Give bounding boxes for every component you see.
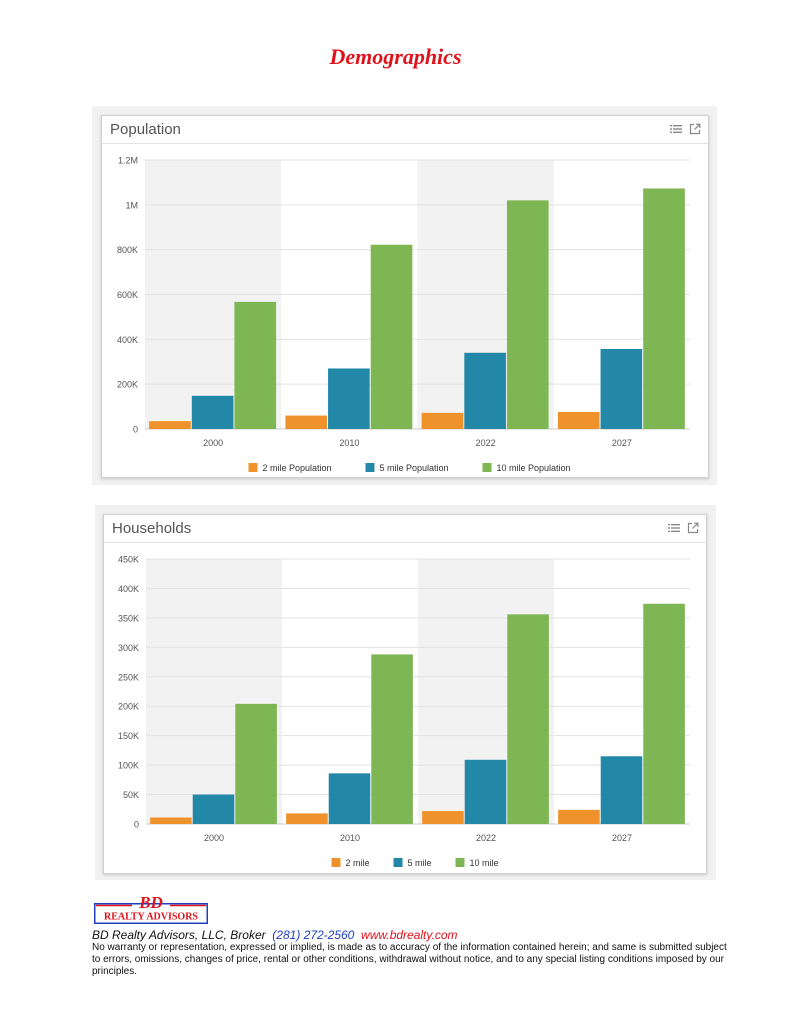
households-y-tick-label: 250K	[118, 672, 139, 682]
households-y-tick-label: 300K	[118, 643, 139, 653]
households-y-tick-label: 0	[134, 820, 139, 830]
broker-phone: (281) 272-2560	[272, 928, 355, 942]
population-bar-10-mile-2000[interactable]	[234, 301, 277, 429]
households-bar-10-mile-2027[interactable]	[643, 603, 685, 824]
households-legend-label-2-mile[interactable]: 2 mile	[346, 858, 370, 868]
population-chart-card: Population 0 200K 400K 600K 800K 1M 1.2M 2000 20…	[101, 115, 709, 478]
population-y-tick-label: 800K	[117, 245, 138, 255]
households-y-tick-label: 200K	[118, 702, 139, 712]
page-title: Demographics	[329, 44, 462, 69]
households-y-tick-label: 350K	[118, 613, 139, 623]
population-bar-10-mile-2010[interactable]	[370, 244, 413, 429]
list-icon[interactable]	[668, 522, 680, 534]
logo-bd-text: BD	[138, 896, 163, 912]
households-bar-10-mile-2000[interactable]	[235, 703, 277, 824]
households-x-tick-label: 2022	[476, 833, 496, 843]
population-y-tick-label: 1.2M	[118, 156, 138, 166]
households-bar-2-mile-2010[interactable]	[286, 813, 328, 824]
population-bar-5-mile-2010[interactable]	[328, 368, 370, 429]
population-y-tick-label: 400K	[117, 335, 138, 345]
households-x-tick-label: 2027	[612, 833, 632, 843]
population-legend-swatch-5-mile	[365, 463, 375, 472]
population-bar-5-mile-2000[interactable]	[191, 395, 234, 429]
households-legend-label-5-mile[interactable]: 5 mile	[408, 858, 432, 868]
population-y-tick-label: 0	[133, 425, 138, 435]
households-chart-card: Households 0 50K 100K 150K 200K 250K 300K 350K 4…	[103, 514, 707, 874]
population-legend-label-10-mile[interactable]: 10 mile Population	[497, 463, 571, 473]
population-chart: 0 200K 400K 600K 800K 1M 1.2M 2000 2010 2022 2027 2…	[117, 156, 690, 473]
population-x-tick-label: 2027	[612, 438, 632, 448]
households-x-tick-label: 2010	[340, 833, 360, 843]
households-y-tick-label: 400K	[118, 584, 139, 594]
households-bar-2-mile-2000[interactable]	[150, 817, 192, 824]
households-chart: 0 50K 100K 150K 200K 250K 300K 350K 400K 450K 2000…	[118, 555, 690, 868]
population-bar-2-mile-2022[interactable]	[421, 412, 464, 429]
households-bar-5-mile-2010[interactable]	[328, 773, 371, 824]
population-y-tick-label: 600K	[117, 290, 138, 300]
households-bar-5-mile-2027[interactable]	[600, 756, 643, 824]
population-legend-label-2-mile[interactable]: 2 mile Population	[263, 463, 332, 473]
population-y-tick-label: 1M	[125, 200, 138, 210]
households-y-tick-label: 50K	[123, 790, 139, 800]
population-chart-header: Population	[102, 116, 708, 144]
households-y-tick-label: 150K	[118, 731, 139, 741]
households-bar-2-mile-2022[interactable]	[422, 811, 464, 824]
population-x-tick-label: 2022	[476, 438, 496, 448]
broker-contact-line: BD Realty Advisors, LLC, Broker (281) 27…	[92, 928, 458, 942]
list-icon[interactable]	[670, 123, 682, 135]
households-legend-swatch-10-mile	[455, 858, 465, 867]
households-bar-5-mile-2022[interactable]	[464, 759, 507, 824]
population-legend-swatch-2-mile	[248, 463, 258, 472]
population-legend-swatch-10-mile	[482, 463, 492, 472]
population-chart-title: Population	[110, 121, 181, 138]
households-bar-10-mile-2010[interactable]	[371, 654, 413, 824]
population-x-tick-label: 2000	[203, 438, 223, 448]
households-y-tick-label: 450K	[118, 555, 139, 565]
households-legend-swatch-5-mile	[393, 858, 403, 867]
population-bar-5-mile-2027[interactable]	[600, 348, 643, 429]
bd-realty-logo: BD REALTY ADVISORS	[94, 896, 208, 924]
population-legend-label-5-mile[interactable]: 5 mile Population	[380, 463, 449, 473]
households-chart-header: Households	[104, 515, 706, 543]
population-bar-2-mile-2010[interactable]	[285, 415, 328, 429]
households-bar-2-mile-2027[interactable]	[558, 809, 600, 824]
households-y-tick-label: 100K	[118, 761, 139, 771]
population-bar-10-mile-2027[interactable]	[643, 188, 685, 429]
households-bar-10-mile-2022[interactable]	[507, 614, 549, 824]
logo-subtext: REALTY ADVISORS	[104, 912, 198, 923]
population-bar-5-mile-2022[interactable]	[464, 352, 506, 429]
population-y-tick-label: 200K	[117, 380, 138, 390]
population-x-tick-label: 2010	[339, 438, 359, 448]
households-legend-swatch-2-mile	[331, 858, 341, 867]
households-legend-label-10-mile[interactable]: 10 mile	[470, 858, 499, 868]
population-bar-2-mile-2000[interactable]	[149, 421, 191, 429]
households-chart-title: Households	[112, 520, 192, 537]
external-link-icon[interactable]	[687, 522, 699, 534]
broker-website-link[interactable]: www.bdrealty.com	[361, 928, 458, 942]
population-bar-2-mile-2027[interactable]	[557, 411, 600, 429]
households-bar-5-mile-2000[interactable]	[192, 794, 235, 824]
disclaimer-text: No warranty or representation, expressed…	[92, 942, 727, 977]
external-link-icon[interactable]	[689, 123, 701, 135]
broker-name: BD Realty Advisors, LLC, Broker	[92, 928, 266, 942]
population-bar-10-mile-2022[interactable]	[506, 200, 549, 429]
households-x-tick-label: 2000	[204, 833, 224, 843]
